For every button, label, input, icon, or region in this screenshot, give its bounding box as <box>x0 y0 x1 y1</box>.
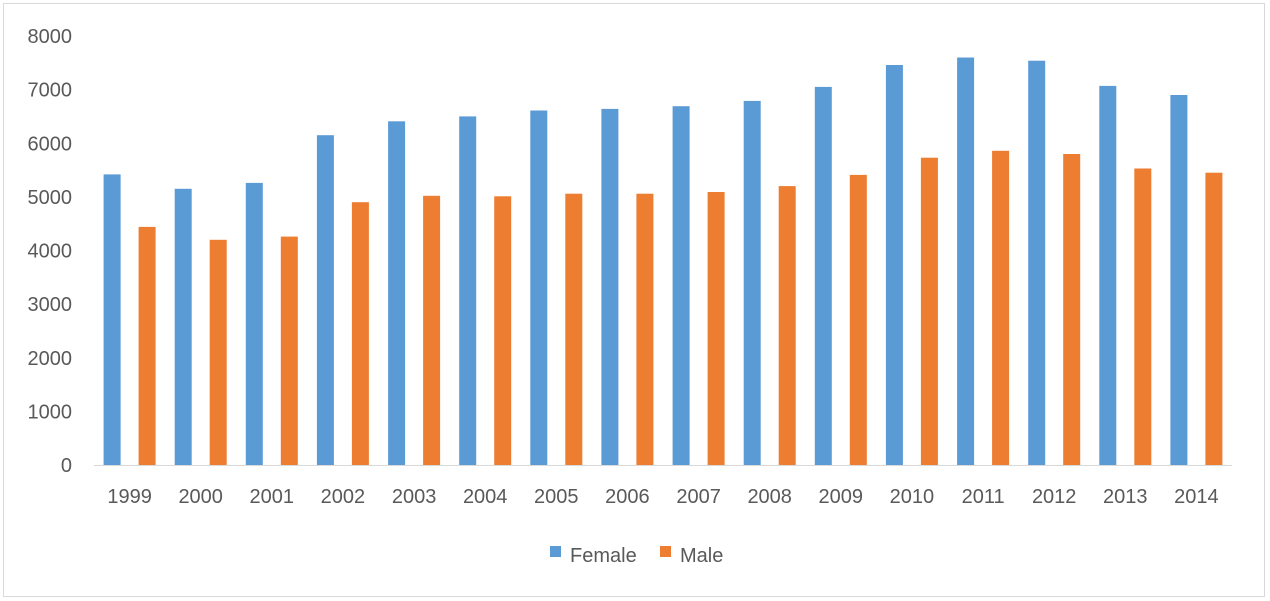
legend-label-male: Male <box>680 545 723 567</box>
x-tick-label: 2014 <box>1174 486 1219 508</box>
bar-male-2012 <box>1063 154 1081 465</box>
legend-swatch-male <box>660 546 671 557</box>
legend-swatch-female <box>550 546 561 557</box>
bar-female-2006 <box>601 108 619 466</box>
y-tick-label: 7000 <box>28 80 73 102</box>
y-tick-label: 2000 <box>28 348 73 370</box>
bar-female-2012 <box>1028 60 1046 465</box>
x-tick-label: 2013 <box>1103 486 1148 508</box>
bar-female-2013 <box>1099 85 1117 466</box>
bar-male-2002 <box>351 202 369 465</box>
bar-male-2013 <box>1134 168 1152 465</box>
y-tick-label: 1000 <box>28 401 73 423</box>
x-tick-label: 2011 <box>962 486 1005 508</box>
bar-male-2000 <box>209 239 227 465</box>
x-tick-label: 2009 <box>819 486 864 508</box>
bar-male-2004 <box>494 196 512 466</box>
y-tick-label: 4000 <box>28 241 73 263</box>
x-tick-label: 2002 <box>321 486 366 508</box>
y-tick-label: 3000 <box>28 294 73 316</box>
x-tick-label: 2004 <box>463 486 508 508</box>
x-tick-label: 2003 <box>392 486 437 508</box>
bar-female-2005 <box>530 110 548 465</box>
x-tick-label: 2006 <box>605 486 650 508</box>
x-tick-label: 2008 <box>747 486 792 508</box>
bar-male-2011 <box>992 150 1010 466</box>
bar-male-2009 <box>849 174 867 465</box>
legend: Female Male <box>550 545 723 567</box>
bar-female-2010 <box>885 65 903 465</box>
y-tick-label: 6000 <box>28 133 73 155</box>
bar-male-2006 <box>636 193 654 465</box>
x-tick-label: 2010 <box>890 486 935 508</box>
y-tick-label: 8000 <box>28 26 73 48</box>
bar-male-2001 <box>280 236 298 465</box>
bar-male-2003 <box>423 195 441 466</box>
x-tick-label: 1999 <box>107 486 152 508</box>
x-tick-label: 2012 <box>1032 486 1077 508</box>
y-tick-label: 0 <box>61 455 72 477</box>
x-axis-ticks: 1999 2000 2001 2002 2003 2004 2005 2006 2007 2008… <box>107 486 1218 508</box>
x-tick-label: 2001 <box>250 486 295 508</box>
bars <box>103 57 1223 466</box>
bar-female-2009 <box>814 86 832 466</box>
bar-female-2000 <box>174 188 192 466</box>
bar-male-2005 <box>565 193 583 465</box>
bar-male-2010 <box>920 157 938 465</box>
bar-female-2014 <box>1170 95 1188 465</box>
bar-female-2001 <box>245 182 263 465</box>
bar-female-2004 <box>459 116 477 466</box>
y-tick-label: 5000 <box>28 187 73 209</box>
x-tick-label: 2007 <box>676 486 721 508</box>
y-axis-ticks: 0 1000 2000 3000 4000 5000 6000 7000 8000 <box>28 26 73 477</box>
bar-female-2011 <box>957 57 975 465</box>
x-tick-label: 2005 <box>534 486 579 508</box>
bar-female-1999 <box>103 174 121 465</box>
bar-male-2008 <box>778 186 796 465</box>
bar-male-2014 <box>1205 172 1223 465</box>
x-tick-label: 2000 <box>178 486 223 508</box>
bar-male-2007 <box>707 192 725 465</box>
bar-female-2007 <box>672 106 690 465</box>
bar-male-1999 <box>138 226 156 465</box>
bar-female-2008 <box>743 100 761 466</box>
legend-label-female: Female <box>570 545 637 567</box>
bar-female-2002 <box>316 135 334 465</box>
bar-female-2003 <box>388 121 406 466</box>
